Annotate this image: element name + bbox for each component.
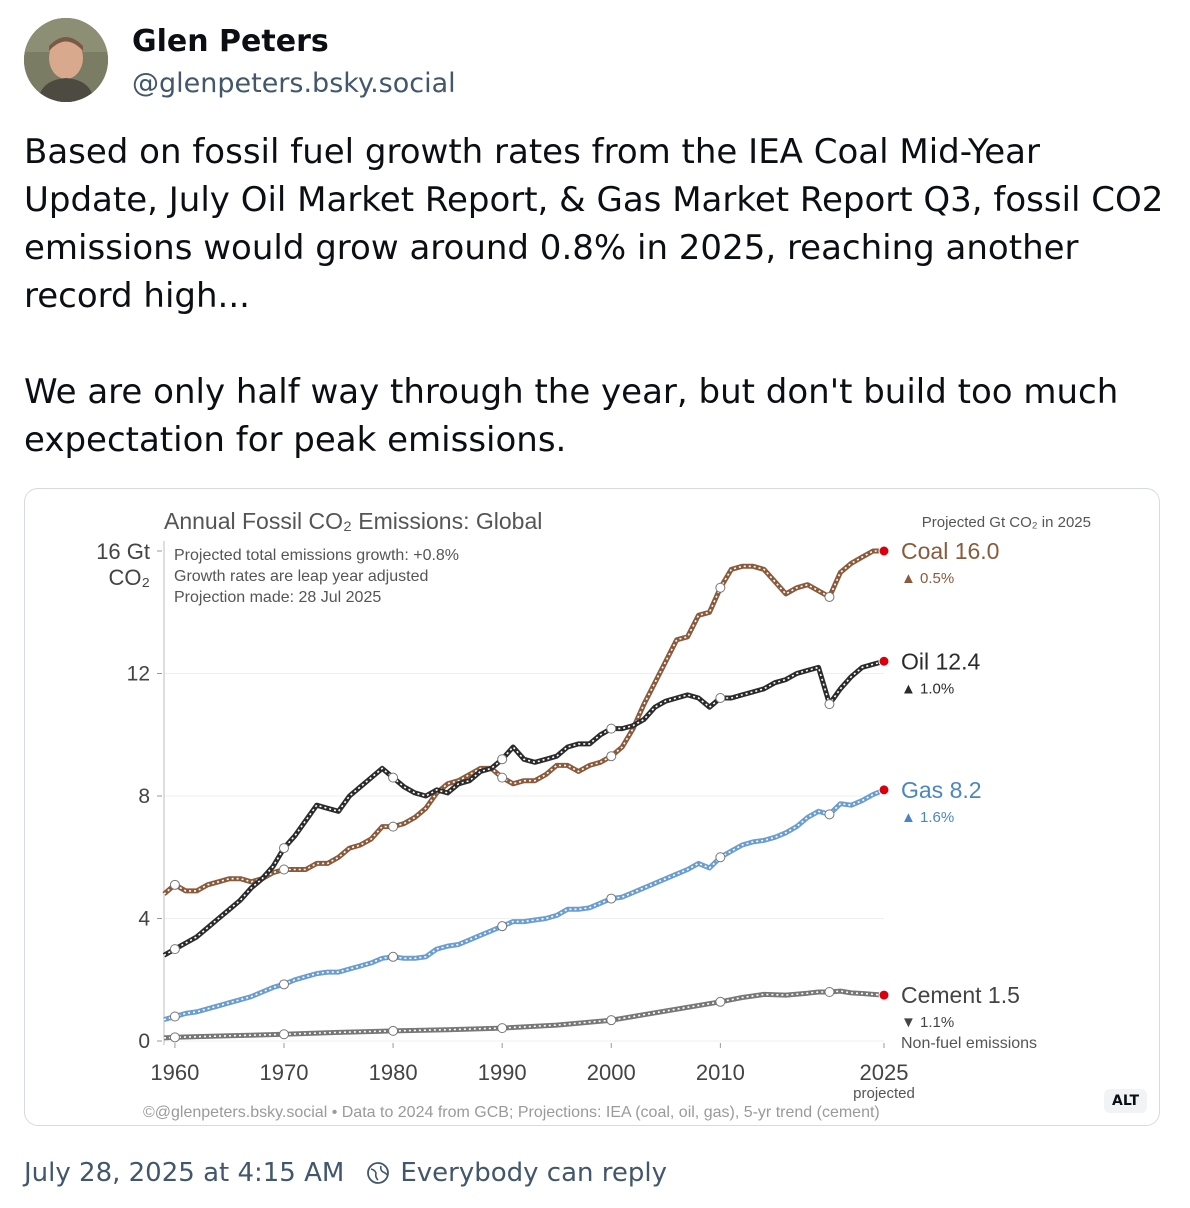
projection-point	[878, 655, 890, 667]
data-point	[606, 893, 617, 904]
series-line-cement	[163, 988, 885, 1041]
data-point	[497, 772, 508, 783]
data-point	[169, 879, 180, 890]
y-tick-label: 0	[138, 1030, 150, 1053]
data-point	[606, 723, 617, 734]
data-point	[497, 1023, 508, 1034]
projection-point	[878, 989, 890, 1001]
series-label-cement: Cement 1.5	[901, 982, 1020, 1008]
projection-header: Projected Gt CO₂ in 2025	[922, 514, 1091, 531]
x-tick-label: 1970	[260, 1060, 309, 1085]
series-dash-gas	[163, 789, 885, 1021]
data-point	[279, 1029, 289, 1040]
data-point	[824, 699, 835, 710]
y-tick-label: 12	[127, 663, 150, 686]
series-dash-oil	[163, 660, 885, 956]
series-change-cement: ▼ 1.1%	[901, 1014, 954, 1031]
y-axis-label: 16 Gt	[96, 539, 150, 564]
data-point	[169, 1032, 180, 1043]
y-tick-label: 8	[138, 785, 150, 808]
reply-setting-label: Everybody can reply	[400, 1158, 667, 1188]
data-point	[715, 693, 726, 703]
post-paragraph: We are only half way through the year, b…	[24, 372, 1119, 460]
series-label-oil: Oil 12.4	[901, 648, 980, 674]
data-point	[279, 979, 289, 990]
post-paragraph: Based on fossil fuel growth rates from t…	[24, 132, 1164, 316]
x-projected-label: projected	[853, 1085, 915, 1102]
series-line-oil	[162, 658, 885, 958]
data-point	[497, 754, 508, 765]
chart-note: Projected total emissions growth: +0.8%	[174, 547, 459, 564]
data-point	[388, 772, 399, 783]
data-point	[169, 944, 180, 955]
chart-source: ©@glenpeters.bsky.social • Data to 2024 …	[143, 1104, 880, 1121]
x-tick-label: 2025	[860, 1060, 909, 1085]
data-point	[715, 852, 726, 863]
data-point	[388, 821, 399, 832]
y-axis-unit: CO₂	[108, 565, 150, 590]
series-dash-cement	[163, 990, 885, 1039]
data-point	[388, 951, 399, 962]
series-change-oil: ▲ 1.0%	[901, 680, 954, 697]
data-point	[279, 843, 289, 854]
author-avatar[interactable]	[24, 18, 108, 102]
x-tick-label: 2000	[587, 1060, 636, 1085]
chart-image-embed[interactable]: 0 4 8 12 16 Gt CO₂ 1960 1970 1980 1990 2000 2010 202…	[24, 488, 1160, 1126]
data-point	[497, 921, 508, 932]
data-point	[606, 1015, 617, 1026]
x-tick-label: 2010	[696, 1060, 745, 1085]
x-tick-label: 1960	[150, 1060, 199, 1085]
post-text: Based on fossil fuel growth rates from t…	[24, 128, 1164, 464]
chart-note: Growth rates are leap year adjusted	[174, 568, 428, 585]
series-change-coal: ▲ 0.5%	[901, 570, 954, 587]
series-label-coal: Coal 16.0	[901, 538, 999, 564]
projection-point	[878, 545, 890, 557]
data-point	[715, 582, 726, 593]
data-point	[824, 591, 835, 602]
x-tick-label: 1990	[478, 1060, 527, 1085]
projection-point	[878, 784, 890, 796]
data-point	[279, 864, 289, 875]
data-point	[169, 1011, 180, 1022]
alt-text-badge[interactable]: ALT	[1104, 1089, 1147, 1113]
series-line-gas	[163, 787, 885, 1023]
data-point	[824, 809, 835, 820]
y-tick-label: 4	[138, 908, 150, 931]
series-change-gas: ▲ 1.6%	[901, 809, 954, 826]
post-timestamp[interactable]: July 28, 2025 at 4:15 AM	[24, 1158, 345, 1188]
globe-icon	[367, 1162, 390, 1184]
data-point	[606, 751, 617, 762]
data-point	[715, 996, 726, 1007]
avatar-photo	[24, 18, 108, 102]
post-footer: July 28, 2025 at 4:15 AM Everybody can r…	[24, 1158, 667, 1188]
x-tick-label: 1980	[369, 1060, 418, 1085]
author-name[interactable]: Glen Peters	[132, 24, 329, 59]
reply-setting[interactable]: Everybody can reply	[366, 1158, 667, 1188]
author-handle[interactable]: @glenpeters.bsky.social	[132, 68, 456, 99]
non-fuel-label: Non-fuel emissions	[901, 1035, 1037, 1052]
data-point	[824, 987, 835, 997]
chart-title: Annual Fossil CO₂ Emissions: Global	[164, 508, 542, 534]
chart-note: Projection made: 28 Jul 2025	[174, 589, 381, 606]
data-point	[388, 1025, 399, 1036]
series-label-gas: Gas 8.2	[901, 777, 982, 803]
